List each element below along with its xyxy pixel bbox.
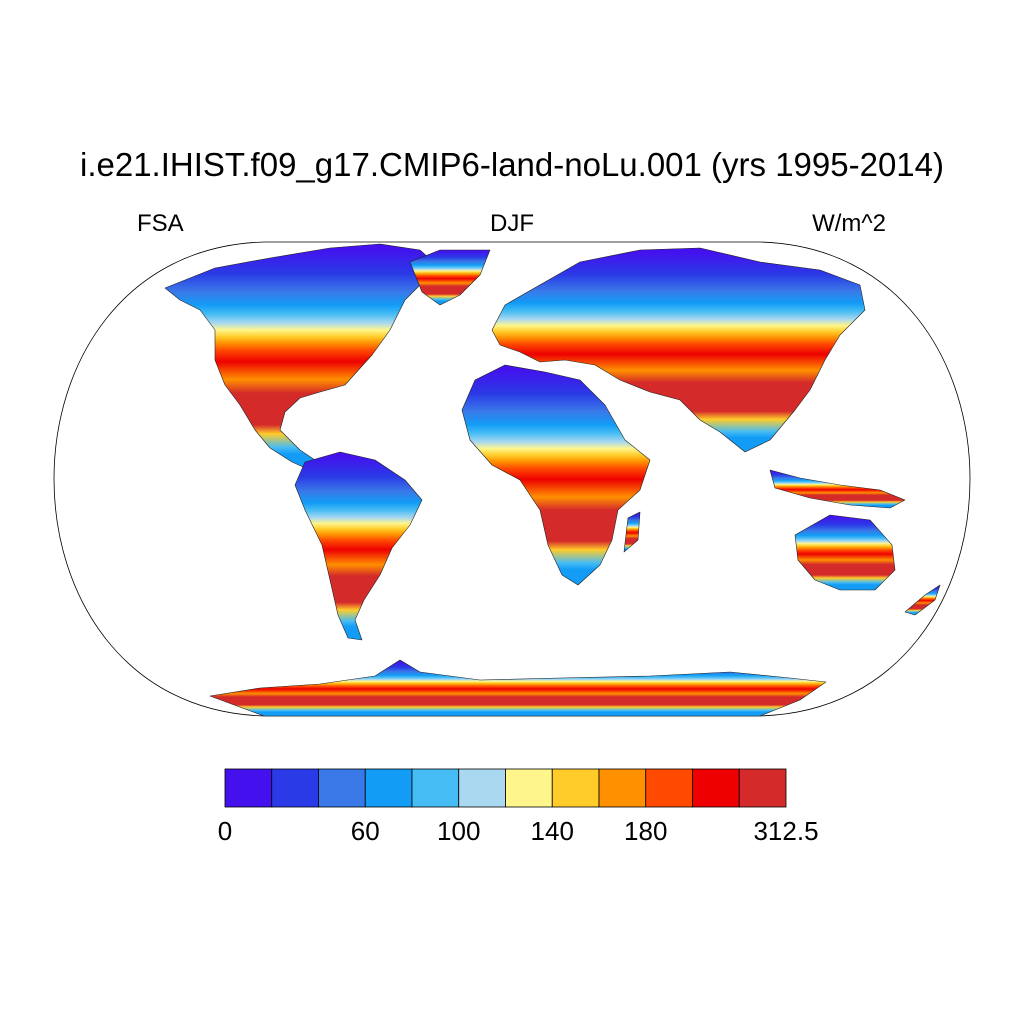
south-america-landmass bbox=[294, 451, 423, 641]
season-label: DJF bbox=[490, 210, 534, 237]
colorbar-tick-labels: 0 60 100 140 180 312.5 bbox=[0, 816, 1024, 856]
colorbar-tick-label: 100 bbox=[437, 816, 481, 846]
madagascar-landmass bbox=[623, 511, 641, 553]
maritime-asia-landmass bbox=[769, 469, 906, 509]
units-label: W/m^2 bbox=[812, 210, 886, 237]
australia-landmass bbox=[794, 514, 896, 591]
africa-landmass bbox=[461, 364, 651, 586]
new-zealand-landmass bbox=[904, 584, 941, 616]
colorbar-box-1 bbox=[271, 768, 319, 808]
colorbar-box-9 bbox=[645, 768, 693, 808]
colorbar-tick-label: 312.5 bbox=[753, 816, 819, 846]
colorbar-box-8 bbox=[598, 768, 647, 808]
plot-title: i.e21.IHIST.f09_g17.CMIP6-land-noLu.001 … bbox=[79, 146, 944, 183]
variable-label: FSA bbox=[137, 210, 184, 237]
colorbar-box-6 bbox=[505, 768, 553, 808]
colorbar-box-7 bbox=[551, 768, 600, 808]
colorbar-box-2 bbox=[318, 768, 366, 808]
colorbar-box-3 bbox=[364, 768, 413, 808]
colorbar-box-5 bbox=[458, 768, 506, 808]
colorbar-box-0 bbox=[224, 768, 273, 808]
colorbar-box-11 bbox=[738, 768, 787, 808]
eurasia-landmass bbox=[491, 247, 866, 453]
colorbar-box-10 bbox=[692, 768, 740, 808]
colorbar-box-4 bbox=[411, 768, 460, 808]
colorbar bbox=[224, 768, 787, 808]
colorbar-tick-label: 60 bbox=[350, 816, 380, 846]
colorbar-tick-label: 180 bbox=[624, 816, 668, 846]
north-america-landmass bbox=[164, 243, 441, 471]
greenland-landmass bbox=[409, 249, 491, 306]
colorbar-tick-label: 0 bbox=[217, 816, 233, 846]
antarctica-landmass bbox=[209, 659, 827, 716]
colorbar-tick-label: 140 bbox=[530, 816, 574, 846]
